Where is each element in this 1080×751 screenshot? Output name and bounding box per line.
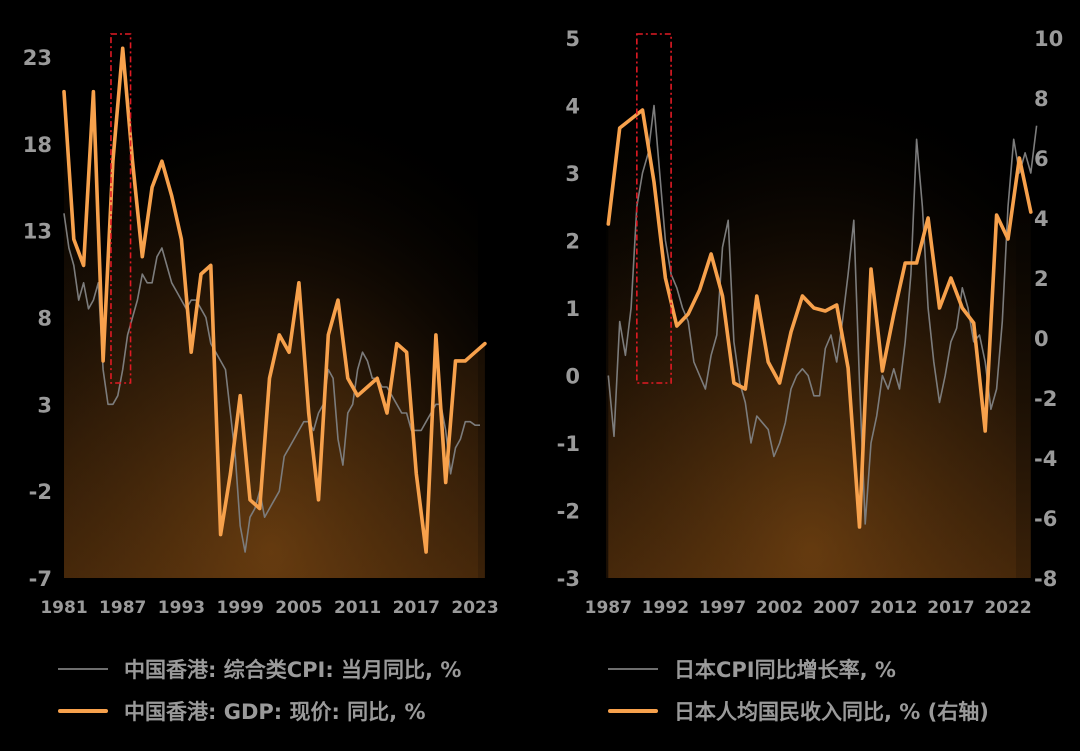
series-line-cpi (607, 104, 1038, 525)
legend-label: 日本人均国民收入同比, % (右轴) (674, 700, 989, 724)
x-tick-label: 1981 (40, 598, 87, 618)
y-right-tick-label: 2 (1034, 267, 1049, 291)
legend-swatch-orange (608, 709, 658, 713)
y-right-tick-label: 6 (1034, 147, 1049, 171)
x-tick-label: 2011 (334, 598, 381, 618)
x-tick-label: 1987 (99, 598, 146, 618)
legend-item-hk-gdp: 中国香港: GDP: 现价: 同比, % (58, 696, 426, 726)
hk-chart: 23 18 13 8 3 -2 -7 1981 1987 1993 1999 2005 2011 2017… (23, 33, 499, 618)
y-tick-label: 0 (565, 365, 580, 389)
y-tick-label: -2 (29, 480, 52, 504)
highlight-box (636, 33, 672, 384)
series-line-cpi (63, 213, 480, 553)
legend: 中国香港: 综合类CPI: 当月同比, % 中国香港: GDP: 现价: 同比,… (0, 640, 1080, 751)
legend-swatch-orange (58, 709, 108, 713)
series-area-fill (64, 48, 485, 579)
y-right-tick-label: 4 (1034, 207, 1049, 231)
series-line-gdp (62, 46, 487, 554)
y-tick-label: 5 (565, 27, 580, 51)
x-tick-label: 1999 (217, 598, 264, 618)
legend-label: 中国香港: GDP: 现价: 同比, % (124, 700, 426, 724)
y-right-tick-label: -6 (1034, 507, 1057, 531)
y-right-tick-label: -8 (1034, 567, 1057, 591)
series-line-gdp (606, 108, 1033, 529)
y-tick-label: 23 (23, 46, 52, 70)
x-tick-label: 2007 (813, 598, 860, 618)
series-area-fill (608, 110, 1031, 578)
x-tick-label: 1992 (642, 598, 689, 618)
x-tick-label: 2023 (451, 598, 498, 618)
x-tick-label: 2002 (756, 598, 803, 618)
legend-item-hk-cpi: 中国香港: 综合类CPI: 当月同比, % (58, 654, 461, 684)
y-right-tick-label: 10 (1034, 27, 1063, 51)
y-tick-label: 8 (37, 307, 52, 331)
x-tick-label: 2005 (275, 598, 322, 618)
y-tick-label: -3 (557, 567, 580, 591)
y-tick-label: 3 (565, 162, 580, 186)
y-tick-label: 3 (37, 393, 52, 417)
y-tick-label: 13 (23, 220, 52, 244)
x-tick-label: 1987 (585, 598, 632, 618)
y-tick-label: -2 (557, 500, 580, 524)
x-tick-label: 2017 (927, 598, 974, 618)
y-tick-label: 18 (23, 133, 52, 157)
y-tick-label: 1 (565, 297, 580, 321)
highlight-box (110, 33, 132, 384)
x-tick-label: 2022 (984, 598, 1031, 618)
y-tick-label: 4 (565, 95, 580, 119)
legend-swatch-grey (58, 668, 108, 670)
y-right-tick-label: -4 (1034, 447, 1057, 471)
x-tick-label: 1993 (158, 598, 205, 618)
y-tick-label: -1 (557, 432, 580, 456)
legend-item-jp-cpi: 日本CPI同比增长率, % (608, 654, 896, 684)
x-tick-label: 1997 (699, 598, 746, 618)
y-right-tick-label: 0 (1034, 327, 1049, 351)
legend-label: 中国香港: 综合类CPI: 当月同比, % (124, 658, 462, 682)
x-tick-label: 2012 (870, 598, 917, 618)
legend-swatch-grey (608, 668, 658, 670)
legend-label: 日本CPI同比增长率, % (674, 658, 896, 682)
legend-item-jp-income: 日本人均国民收入同比, % (右轴) (608, 696, 989, 726)
y-tick-label: 2 (565, 230, 580, 254)
x-tick-label: 2017 (393, 598, 440, 618)
y-right-tick-label: 8 (1034, 87, 1049, 111)
y-tick-label: -7 (29, 567, 52, 591)
y-right-tick-label: -2 (1034, 387, 1057, 411)
